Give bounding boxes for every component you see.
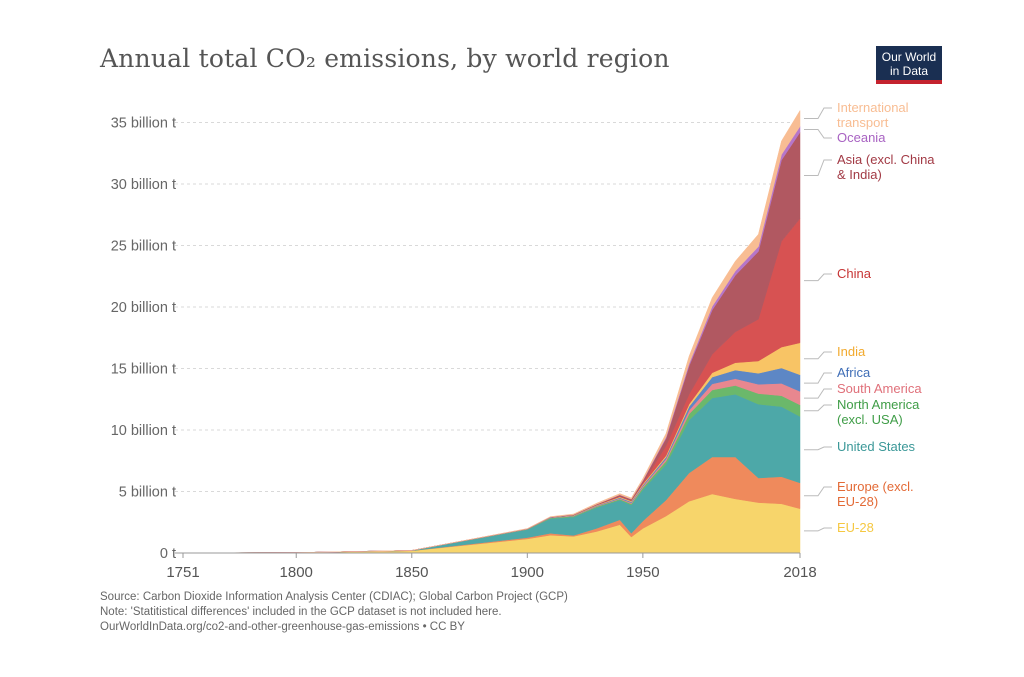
owid-logo[interactable]: Our World in Data [876, 46, 942, 84]
area-international-transport[interactable] [182, 109, 801, 554]
series-label: South America [837, 381, 922, 396]
series-label: China [837, 266, 872, 281]
x-tick-label: 1751 [166, 564, 199, 580]
series-label: EU-28 [837, 520, 874, 535]
y-tick-label: 25 billion t [111, 238, 176, 254]
x-tick-label: 1800 [280, 564, 313, 580]
series-label: India [837, 344, 866, 359]
label-connector [804, 351, 832, 360]
label-connector [804, 527, 832, 532]
stacked-area-chart: 0 t 5 billion t 10 billion t 15 billion t 20… [111, 100, 936, 580]
y-tick-label: 5 billion t [119, 484, 176, 500]
y-tick-label: 20 billion t [111, 300, 176, 316]
dataset-note: Note: 'Statitistical differences' includ… [100, 606, 502, 618]
x-tick-label: 1850 [395, 564, 428, 580]
y-tick-label: 10 billion t [111, 423, 176, 439]
label-connector [804, 107, 832, 119]
series-label: International transport [837, 100, 909, 130]
series-label: Asia (excl. China & India) [837, 152, 935, 182]
series-label: Europe (excl. EU-28) [837, 479, 914, 509]
logo-line-2: in Data [889, 64, 929, 78]
series-label: United States [837, 439, 916, 454]
series-label: North America (excl. USA) [837, 397, 920, 427]
label-connector [804, 372, 832, 384]
label-connector [804, 273, 832, 282]
label-connector [804, 129, 832, 139]
chart-footer: Source: Carbon Dioxide Information Analy… [100, 590, 568, 635]
label-connector [804, 159, 832, 176]
source-note: Source: Carbon Dioxide Information Analy… [100, 591, 568, 603]
label-connector [804, 486, 832, 497]
label-connector [804, 446, 832, 451]
y-tick-label: 0 t [160, 546, 176, 562]
series-label: Oceania [837, 130, 886, 145]
area-eu-28[interactable] [182, 493, 801, 554]
x-tick-label: 2018 [783, 564, 816, 580]
y-tick-label: 30 billion t [111, 177, 176, 193]
label-connector [804, 404, 832, 412]
y-tick-label: 15 billion t [111, 361, 176, 377]
label-connector [804, 388, 832, 399]
series-label: Africa [837, 365, 871, 380]
x-tick-label: 1900 [511, 564, 544, 580]
source-url[interactable]: OurWorldInData.org/co2-and-other-greenho… [100, 621, 465, 633]
y-tick-label: 35 billion t [111, 115, 176, 131]
x-tick-label: 1950 [626, 564, 659, 580]
logo-line-1: Our World [881, 50, 937, 64]
chart-title: Annual total CO₂ emissions, by world reg… [100, 44, 670, 73]
